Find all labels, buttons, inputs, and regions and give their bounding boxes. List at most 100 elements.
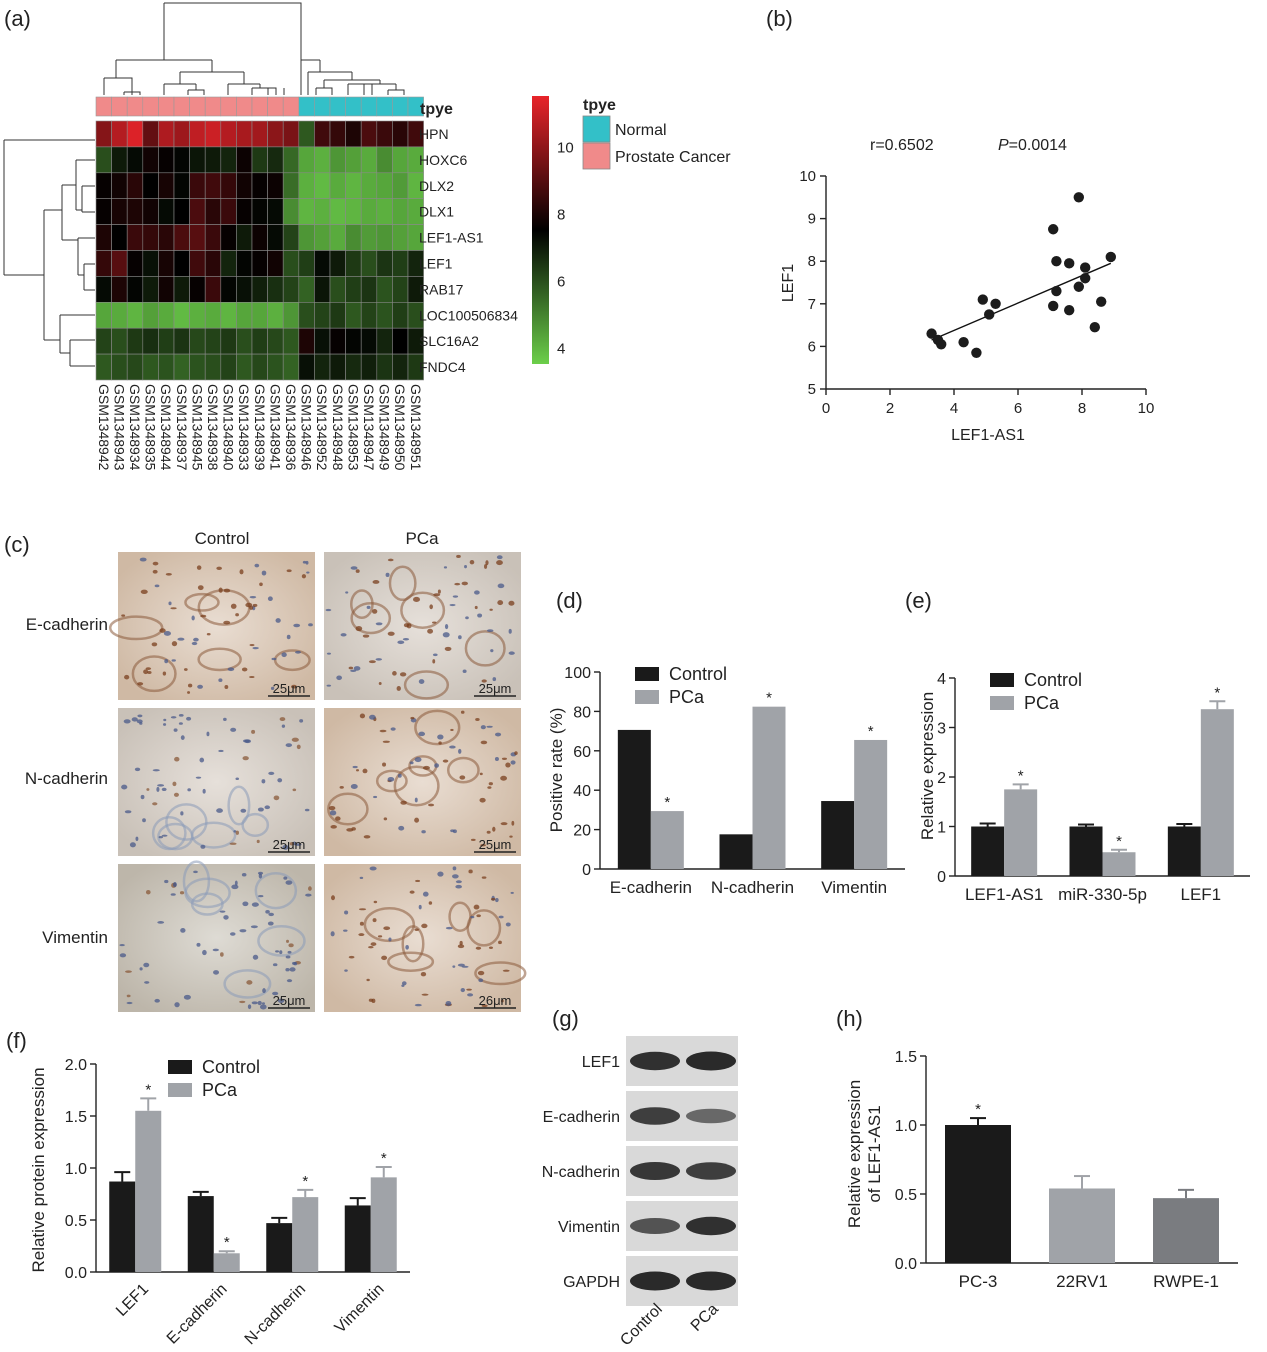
cell-nucleus xyxy=(135,836,139,842)
cell-nucleus xyxy=(286,939,289,943)
ihc-column-pca: PCa xyxy=(405,529,439,548)
heatmap-cell xyxy=(298,250,315,277)
cell-nucleus xyxy=(277,778,283,783)
heatmap-cell xyxy=(158,301,175,329)
scatter-point xyxy=(926,328,937,339)
cell-nucleus xyxy=(486,725,493,728)
ihc-row-ecadherin: E-cadherin xyxy=(26,615,108,634)
cell-nucleus xyxy=(197,684,203,689)
cell-nucleus xyxy=(119,944,125,947)
cell-nucleus xyxy=(257,807,264,812)
heatmap-cell xyxy=(282,276,300,303)
cell-nucleus xyxy=(258,873,263,879)
scatter-point xyxy=(1048,300,1059,312)
cell-nucleus xyxy=(302,560,307,564)
heatmap-cell xyxy=(267,224,284,251)
heatmap-cell xyxy=(236,224,253,251)
cell-nucleus xyxy=(475,946,482,950)
cell-nucleus xyxy=(421,923,428,929)
tissue-texture xyxy=(325,554,515,700)
annotation-cell xyxy=(95,96,112,117)
heatmap-cell xyxy=(298,120,315,148)
scale-tick-label: 6 xyxy=(557,273,565,290)
scatter-point xyxy=(958,336,969,348)
cell-nucleus xyxy=(492,826,496,832)
row-label: DLX2 xyxy=(419,178,454,194)
x-category-label: 22RV1 xyxy=(1056,1272,1108,1291)
cell-nucleus xyxy=(369,866,377,871)
heatmap-cell xyxy=(158,250,175,277)
bar-chart-protein-expression: 0.0 0.5 1.0 1.5 2.0 * LEF1 * E-cadherin * N-cadher… xyxy=(29,1057,410,1348)
cell-nucleus xyxy=(403,623,410,628)
heatmap-cell xyxy=(204,327,222,355)
cell-nucleus xyxy=(223,915,229,920)
cell-nucleus xyxy=(249,643,255,647)
cell-nucleus xyxy=(230,603,237,609)
column-label: GSM1348945 xyxy=(189,384,205,471)
heatmap-cell xyxy=(142,146,159,174)
heatmap-cell xyxy=(376,198,393,225)
cell-nucleus xyxy=(502,969,510,972)
cell-nucleus xyxy=(218,749,224,753)
heatmap-cell xyxy=(220,198,237,225)
heatmap-cell xyxy=(189,198,206,225)
heatmap-cell xyxy=(376,120,393,148)
x-tick-label: 0 xyxy=(822,400,830,417)
gland xyxy=(393,765,440,807)
cell-nucleus xyxy=(121,614,126,617)
cell-nucleus xyxy=(168,601,172,606)
heatmap-cell xyxy=(376,224,393,251)
cell-nucleus xyxy=(289,967,296,972)
legend-swatch xyxy=(990,673,1014,687)
heatmap-cell xyxy=(282,172,300,200)
cell-nucleus xyxy=(295,650,301,654)
cell-nucleus xyxy=(437,734,444,740)
heatmap-cell xyxy=(329,120,346,148)
heatmap-cell xyxy=(251,327,268,355)
row-label: FNDC4 xyxy=(419,359,466,375)
cell-nucleus xyxy=(193,870,198,874)
cell-nucleus xyxy=(139,557,147,562)
heatmap-cell xyxy=(142,224,159,251)
heatmap-cell xyxy=(345,224,362,251)
heatmap-cell xyxy=(360,250,378,277)
heatmap-cell xyxy=(142,353,159,381)
cell-nucleus xyxy=(434,763,440,768)
cell-nucleus xyxy=(375,622,383,626)
cell-nucleus xyxy=(414,817,420,823)
scale-tick-label: 8 xyxy=(557,206,565,223)
scatter-panel: r=0.6502 P=0.0014 0 2 4 6 8 10 5 6 7 8 9 10 LEF1-AS… xyxy=(780,137,1154,444)
cell-nucleus xyxy=(330,931,335,937)
y-tick-label: 0 xyxy=(937,869,946,886)
ihc-column-control: Control xyxy=(195,529,250,548)
cell-nucleus xyxy=(137,714,143,718)
ihc-image-vimentin-pca: 26μm xyxy=(324,864,527,1012)
cell-nucleus xyxy=(474,590,480,595)
significance-mark: * xyxy=(145,1081,151,1098)
cell-nucleus xyxy=(479,797,486,803)
significance-mark: * xyxy=(868,723,874,740)
cell-nucleus xyxy=(445,1000,452,1006)
bar xyxy=(1102,852,1136,876)
cell-nucleus xyxy=(458,635,462,640)
heatmap-cell xyxy=(173,146,190,174)
column-label: GSM1348933 xyxy=(236,384,252,471)
cell-nucleus xyxy=(261,1002,265,1005)
heatmap-cell xyxy=(345,198,362,225)
bar xyxy=(821,801,855,869)
cell-nucleus xyxy=(329,810,337,816)
cell-nucleus xyxy=(468,869,473,874)
heatmap-cell xyxy=(236,146,253,174)
cell-nucleus xyxy=(252,646,259,650)
cell-nucleus xyxy=(477,970,485,976)
cell-nucleus xyxy=(147,671,152,675)
heatmap-cell xyxy=(111,327,128,355)
cell-nucleus xyxy=(478,978,484,983)
cell-nucleus xyxy=(438,741,442,745)
gland xyxy=(227,785,251,826)
heatmap-cell xyxy=(329,276,346,303)
annotation-cell xyxy=(158,96,175,117)
annotation-cell xyxy=(267,96,284,117)
bar xyxy=(1153,1198,1219,1263)
column-label: GSM1348936 xyxy=(283,384,299,471)
